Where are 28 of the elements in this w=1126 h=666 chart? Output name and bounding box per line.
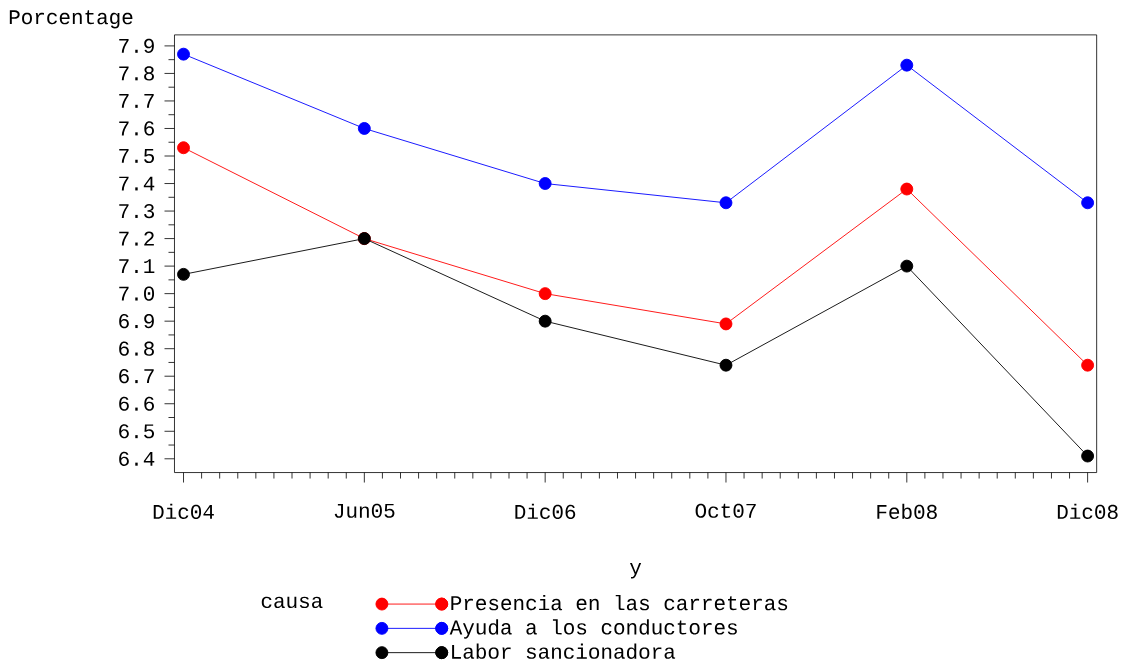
y-tick-label: 7.9 xyxy=(119,38,154,54)
y-tick-label: 7.6 xyxy=(119,121,154,136)
y-tick-label: 7.1 xyxy=(119,259,155,274)
y-axis-title: Porcentage xyxy=(9,10,133,29)
y-tick-label: 7.8 xyxy=(119,66,154,81)
x-axis-title: y xyxy=(629,563,642,579)
y-tick-label: 7.5 xyxy=(119,149,155,164)
y-tick-label: 6.9 xyxy=(119,314,154,329)
y-tick-label: 7.3 xyxy=(119,204,155,219)
y-tick-label: 6.6 xyxy=(119,396,154,411)
x-tick-label: Dic08 xyxy=(1057,503,1118,520)
y-tick-label: 6.5 xyxy=(119,424,155,439)
y-tick-label: 6.4 xyxy=(119,451,155,466)
y-tick-label: 7.0 xyxy=(119,286,155,301)
legend-label: Labor sancionadora xyxy=(452,643,676,660)
y-tick-label: 6.7 xyxy=(119,369,154,384)
x-tick-label: Feb08 xyxy=(877,503,937,520)
y-tick-label: 6.8 xyxy=(119,341,154,356)
x-tick-label: Dic04 xyxy=(153,503,214,520)
x-tick-label: Oct07 xyxy=(695,503,756,518)
legend-label: Presencia en las carreteras xyxy=(451,595,788,611)
y-tick-label: 7.2 xyxy=(119,231,154,246)
legend-title: causa xyxy=(261,596,323,609)
x-tick-label: Jun05 xyxy=(334,503,395,518)
x-tick-label: Dic06 xyxy=(515,503,576,520)
y-tick-label: 7.4 xyxy=(119,176,155,191)
legend-label: Ayuda a los conductores xyxy=(449,619,737,639)
y-tick-label: 7.7 xyxy=(119,94,154,108)
